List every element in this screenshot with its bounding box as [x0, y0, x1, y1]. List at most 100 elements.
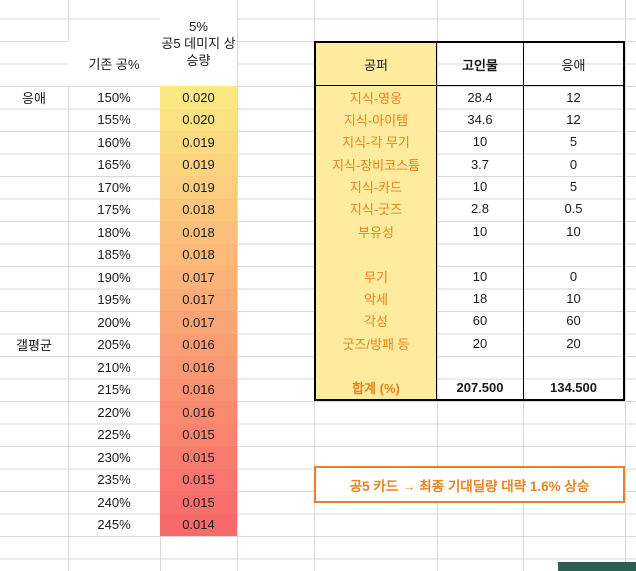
stat-value-cell[interactable]: 12: [566, 89, 581, 105]
pct-cell[interactable]: 205%: [97, 337, 131, 353]
value-cell[interactable]: 0.016: [160, 333, 237, 356]
stat-value-cell[interactable]: 60: [566, 313, 581, 329]
stat-value-cell[interactable]: 20: [437, 331, 524, 355]
pct-cell[interactable]: 245%: [97, 517, 131, 533]
total-value-cell[interactable]: 207.500: [437, 376, 524, 399]
value-cell[interactable]: 0.014: [160, 513, 237, 536]
row-label-cell[interactable]: [0, 356, 68, 379]
base-atk-header-cell[interactable]: 기존 공%: [68, 41, 160, 86]
pct-cell[interactable]: 185%: [97, 247, 131, 263]
stat-value-cell[interactable]: 0: [569, 268, 578, 284]
value-cell[interactable]: 0.015: [160, 468, 237, 491]
pct-cell[interactable]: 220%: [97, 404, 131, 420]
value-cell[interactable]: 0.019: [160, 176, 237, 199]
pct-cell[interactable]: 195%: [97, 292, 131, 308]
pct-cell[interactable]: 160%: [97, 134, 131, 150]
value-cell[interactable]: 0.017: [160, 311, 237, 334]
stat-value-cell[interactable]: 12: [566, 112, 581, 128]
row-label-cell[interactable]: [0, 446, 68, 469]
stat-value-cell[interactable]: [524, 243, 623, 265]
stat-value-cell[interactable]: 5: [569, 134, 578, 150]
row-label-cell[interactable]: [0, 311, 68, 334]
value-cell[interactable]: 0.019: [160, 131, 237, 154]
stat-value-cell[interactable]: 10: [437, 130, 524, 154]
pct-cell[interactable]: 230%: [97, 449, 131, 465]
stat-value-cell[interactable]: 10: [437, 220, 524, 243]
value-cell[interactable]: 0.015: [160, 423, 237, 446]
row-label-cell[interactable]: [0, 199, 68, 222]
row-label-cell[interactable]: [0, 244, 68, 267]
stat-label-cell[interactable]: 지식-아이템: [316, 108, 437, 131]
stat-label-cell[interactable]: [316, 354, 437, 377]
stat-value-cell[interactable]: 0.5: [564, 201, 583, 217]
value-cell[interactable]: 0.016: [160, 356, 237, 379]
stat-label-cell[interactable]: 각성: [316, 309, 437, 332]
pct-cell[interactable]: 215%: [97, 382, 131, 398]
pct-cell[interactable]: 155%: [97, 112, 131, 128]
stat-value-cell[interactable]: [437, 242, 524, 265]
stat-label-cell[interactable]: 악세: [316, 287, 437, 310]
row-label-cell[interactable]: [0, 154, 68, 177]
value-cell[interactable]: 0.015: [160, 446, 237, 469]
row-label-cell[interactable]: 응애: [22, 90, 46, 106]
row-label-cell[interactable]: [0, 379, 68, 402]
pct-cell[interactable]: 240%: [97, 494, 131, 510]
row-label-cell[interactable]: [0, 289, 68, 312]
value-cell[interactable]: 0.020: [160, 108, 237, 131]
stat-label-cell[interactable]: 굿즈/방패 등: [316, 331, 437, 355]
stat-value-cell[interactable]: 5: [569, 179, 578, 195]
stat-label-cell[interactable]: 지식-카드: [316, 175, 437, 198]
value-cell[interactable]: 0.018: [160, 198, 237, 221]
row-label-cell[interactable]: 갤평균: [16, 338, 52, 354]
stat-value-cell[interactable]: 28.4: [437, 86, 524, 109]
value-cell[interactable]: 0.015: [160, 491, 237, 514]
value-cell[interactable]: 0.016: [160, 401, 237, 424]
damage-gain-header-cell[interactable]: 5% 공5 데미지 상 승량: [160, 0, 237, 86]
stat-value-cell[interactable]: 60: [437, 309, 524, 332]
row-label-cell[interactable]: [0, 131, 68, 154]
pct-cell[interactable]: 170%: [97, 179, 131, 195]
stat-value-cell[interactable]: 20: [566, 335, 581, 351]
pct-cell[interactable]: 150%: [97, 89, 131, 105]
row-label-cell[interactable]: [0, 109, 68, 132]
stat-value-cell[interactable]: [524, 354, 623, 376]
pct-cell[interactable]: 225%: [97, 427, 131, 443]
value-cell[interactable]: 0.019: [160, 153, 237, 176]
stat-value-cell[interactable]: 0: [569, 156, 578, 172]
stats-header-veteran[interactable]: 고인물: [437, 43, 524, 86]
pct-cell[interactable]: 165%: [97, 157, 131, 173]
stat-value-cell[interactable]: 2.8: [437, 197, 524, 221]
stats-header-atk[interactable]: 공퍼: [316, 43, 437, 86]
value-cell[interactable]: 0.016: [160, 378, 237, 401]
value-cell[interactable]: 0.018: [160, 243, 237, 266]
stat-label-cell[interactable]: 무기: [316, 264, 437, 288]
stat-value-cell[interactable]: 10: [566, 223, 581, 239]
value-cell[interactable]: 0.017: [160, 288, 237, 311]
total-value-cell[interactable]: 134.500: [550, 380, 597, 396]
pct-cell[interactable]: 200%: [97, 314, 131, 330]
row-label-cell[interactable]: [0, 469, 68, 492]
row-label-cell[interactable]: [0, 401, 68, 424]
stat-value-cell[interactable]: [437, 354, 524, 377]
pct-cell[interactable]: 210%: [97, 359, 131, 375]
row-label-cell[interactable]: [0, 176, 68, 199]
pct-cell[interactable]: 180%: [97, 224, 131, 240]
pct-cell[interactable]: 175%: [97, 202, 131, 218]
row-label-cell[interactable]: [0, 266, 68, 289]
stat-value-cell[interactable]: 10: [437, 175, 524, 198]
pct-cell[interactable]: 190%: [97, 269, 131, 285]
row-label-cell[interactable]: [0, 424, 68, 447]
stat-value-cell[interactable]: 10: [437, 264, 524, 288]
stat-label-cell[interactable]: 지식-굿즈: [316, 197, 437, 221]
stat-value-cell[interactable]: 3.7: [437, 153, 524, 176]
value-cell[interactable]: 0.018: [160, 221, 237, 244]
stat-label-cell[interactable]: 부유성: [316, 220, 437, 243]
stat-label-cell[interactable]: [316, 242, 437, 265]
stats-header-newbie[interactable]: 응애: [524, 43, 623, 86]
stat-label-cell[interactable]: 지식-각 무기: [316, 130, 437, 154]
row-label-cell[interactable]: [0, 491, 68, 514]
note-box[interactable]: 공5 카드 → 최종 기대딜량 대략 1.6% 상승: [314, 466, 625, 503]
pct-cell[interactable]: 235%: [97, 472, 131, 488]
stat-label-cell[interactable]: 지식-영웅: [316, 86, 437, 109]
stat-value-cell[interactable]: 18: [437, 287, 524, 310]
